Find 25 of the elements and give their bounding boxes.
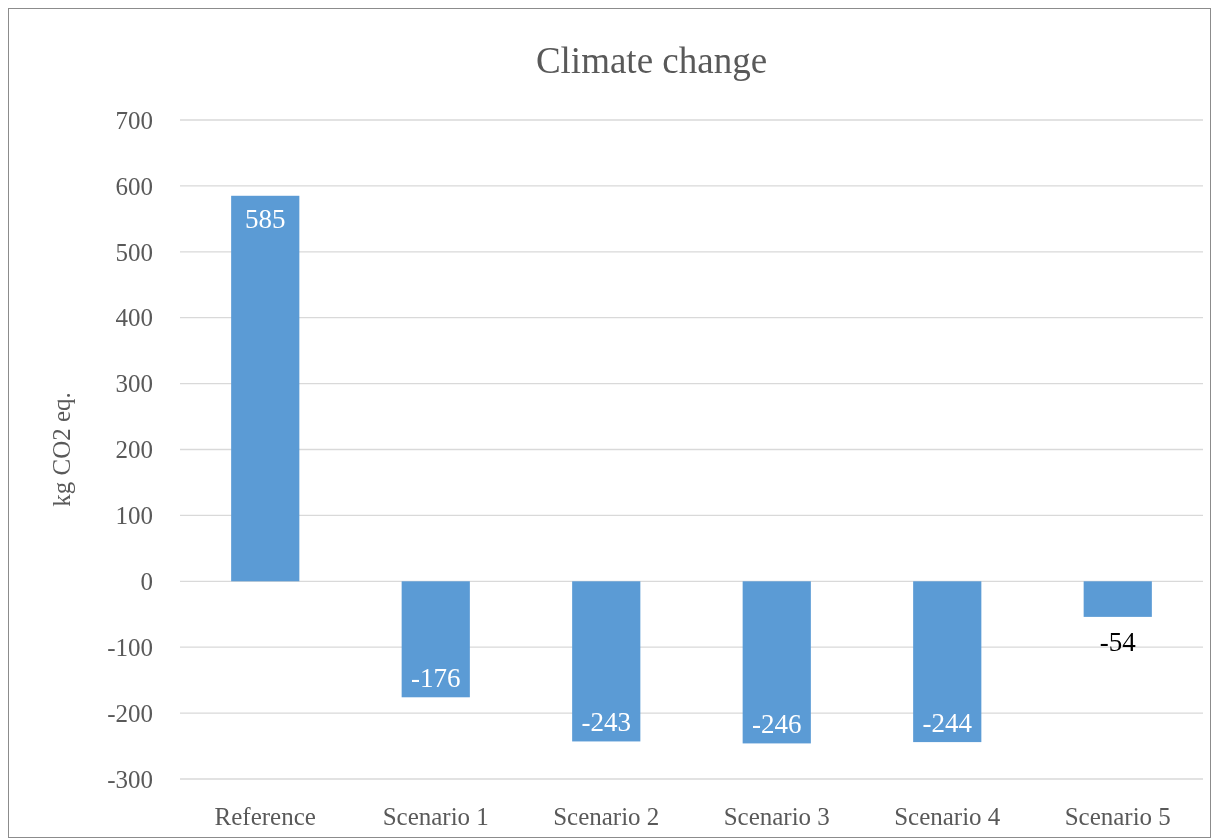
chart-title: Climate change bbox=[535, 40, 768, 81]
y-tick-label: -100 bbox=[107, 633, 153, 661]
data-label: -243 bbox=[581, 707, 631, 738]
x-tick-label: Scenario 3 bbox=[723, 803, 830, 830]
y-tick-label: 0 bbox=[140, 568, 153, 596]
x-tick-label: Reference bbox=[214, 803, 316, 830]
y-tick-label: 700 bbox=[115, 106, 153, 134]
y-tick-label: 200 bbox=[115, 436, 153, 464]
y-tick-label: 600 bbox=[115, 172, 153, 200]
x-tick-label: Scenario 2 bbox=[553, 803, 660, 830]
y-tick-label: -200 bbox=[107, 699, 153, 727]
data-label: -246 bbox=[752, 709, 802, 740]
x-tick-label: Scenario 1 bbox=[382, 803, 489, 830]
data-label: -176 bbox=[411, 663, 461, 694]
data-label: 585 bbox=[245, 203, 286, 234]
y-tick-label: -300 bbox=[107, 765, 153, 793]
y-tick-label: 500 bbox=[115, 238, 153, 266]
data-label: -54 bbox=[1099, 626, 1137, 657]
data-label: -244 bbox=[922, 708, 973, 739]
x-tick-label: Scenario 4 bbox=[894, 803, 1001, 830]
y-tick-label: 400 bbox=[115, 304, 153, 332]
y-tick-label: 100 bbox=[115, 502, 153, 530]
y-tick-label: 300 bbox=[115, 370, 153, 398]
x-tick-label: Scenario 5 bbox=[1064, 803, 1171, 830]
y-axis-title: kg CO2 eq. bbox=[48, 392, 75, 507]
